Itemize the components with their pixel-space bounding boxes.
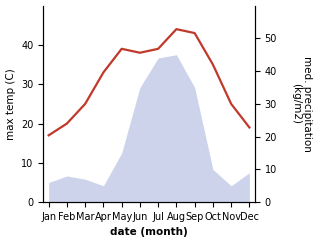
Y-axis label: med. precipitation
(kg/m2): med. precipitation (kg/m2) [291,56,313,152]
X-axis label: date (month): date (month) [110,227,188,237]
Y-axis label: max temp (C): max temp (C) [5,68,16,140]
